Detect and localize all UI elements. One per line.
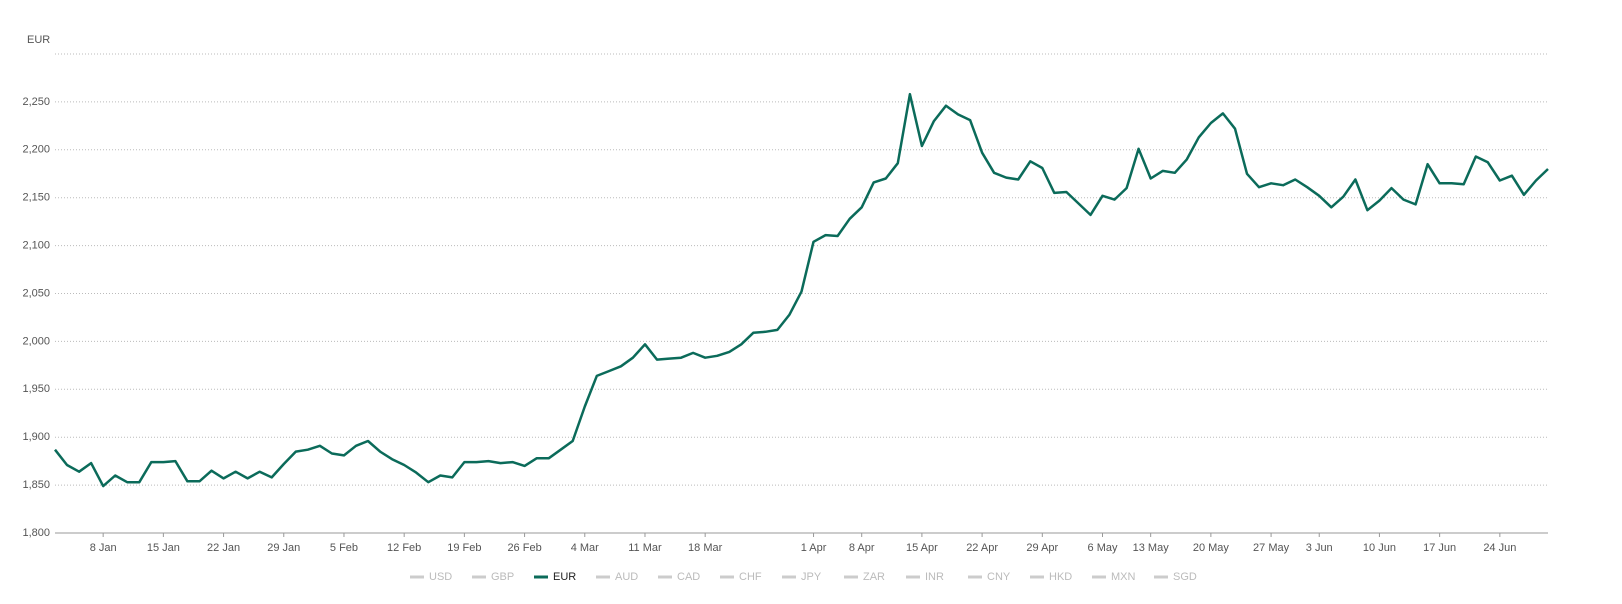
y-tick-label: 1,900 xyxy=(22,431,50,443)
x-tick-label: 17 Jun xyxy=(1423,542,1456,554)
legend-label: HKD xyxy=(1049,571,1072,583)
legend-label: INR xyxy=(925,571,944,583)
x-tick-label: 26 Feb xyxy=(507,542,541,554)
x-tick-label: 6 May xyxy=(1088,542,1118,554)
x-tick-label: 22 Jan xyxy=(207,542,240,554)
y-tick-label: 2,000 xyxy=(22,335,50,347)
legend-label: USD xyxy=(429,571,452,583)
legend-label: SGD xyxy=(1173,571,1197,583)
legend-label: CNY xyxy=(987,571,1011,583)
y-tick-label: 2,200 xyxy=(22,144,50,156)
legend-label: JPY xyxy=(801,571,822,583)
y-tick-label: 2,250 xyxy=(22,96,50,108)
legend-label: CHF xyxy=(739,571,762,583)
x-tick-label: 27 May xyxy=(1253,542,1290,554)
x-tick-label: 3 Jun xyxy=(1306,542,1333,554)
y-tick-label: 1,950 xyxy=(22,383,50,395)
y-axis-label: EUR xyxy=(27,34,50,46)
x-tick-label: 29 Apr xyxy=(1026,542,1058,554)
x-tick-label: 11 Mar xyxy=(628,542,662,554)
x-tick-label: 15 Apr xyxy=(906,542,938,554)
x-tick-label: 20 May xyxy=(1193,542,1230,554)
x-tick-label: 8 Jan xyxy=(90,542,117,554)
x-tick-label: 19 Feb xyxy=(447,542,481,554)
x-tick-label: 29 Jan xyxy=(267,542,300,554)
x-tick-label: 13 May xyxy=(1133,542,1170,554)
x-tick-label: 1 Apr xyxy=(801,542,827,554)
x-tick-label: 4 Mar xyxy=(571,542,599,554)
x-tick-label: 12 Feb xyxy=(387,542,421,554)
y-tick-label: 1,850 xyxy=(22,479,50,491)
y-tick-label: 2,050 xyxy=(22,287,50,299)
x-tick-label: 8 Apr xyxy=(849,542,875,554)
y-tick-label: 1,800 xyxy=(22,527,50,539)
legend-label: ZAR xyxy=(863,571,885,583)
x-tick-label: 22 Apr xyxy=(966,542,998,554)
y-tick-label: 2,100 xyxy=(22,240,50,252)
x-tick-label: 24 Jun xyxy=(1483,542,1516,554)
legend-label: GBP xyxy=(491,571,514,583)
x-tick-label: 10 Jun xyxy=(1363,542,1396,554)
x-tick-label: 5 Feb xyxy=(330,542,358,554)
series-line xyxy=(54,92,1549,488)
legend-label: MXN xyxy=(1111,571,1136,583)
y-tick-label: 2,150 xyxy=(22,192,50,204)
legend-label: CAD xyxy=(677,571,700,583)
legend-label: EUR xyxy=(553,571,576,583)
x-tick-label: 18 Mar xyxy=(688,542,723,554)
legend-label: AUD xyxy=(615,571,638,583)
x-tick-label: 15 Jan xyxy=(147,542,180,554)
